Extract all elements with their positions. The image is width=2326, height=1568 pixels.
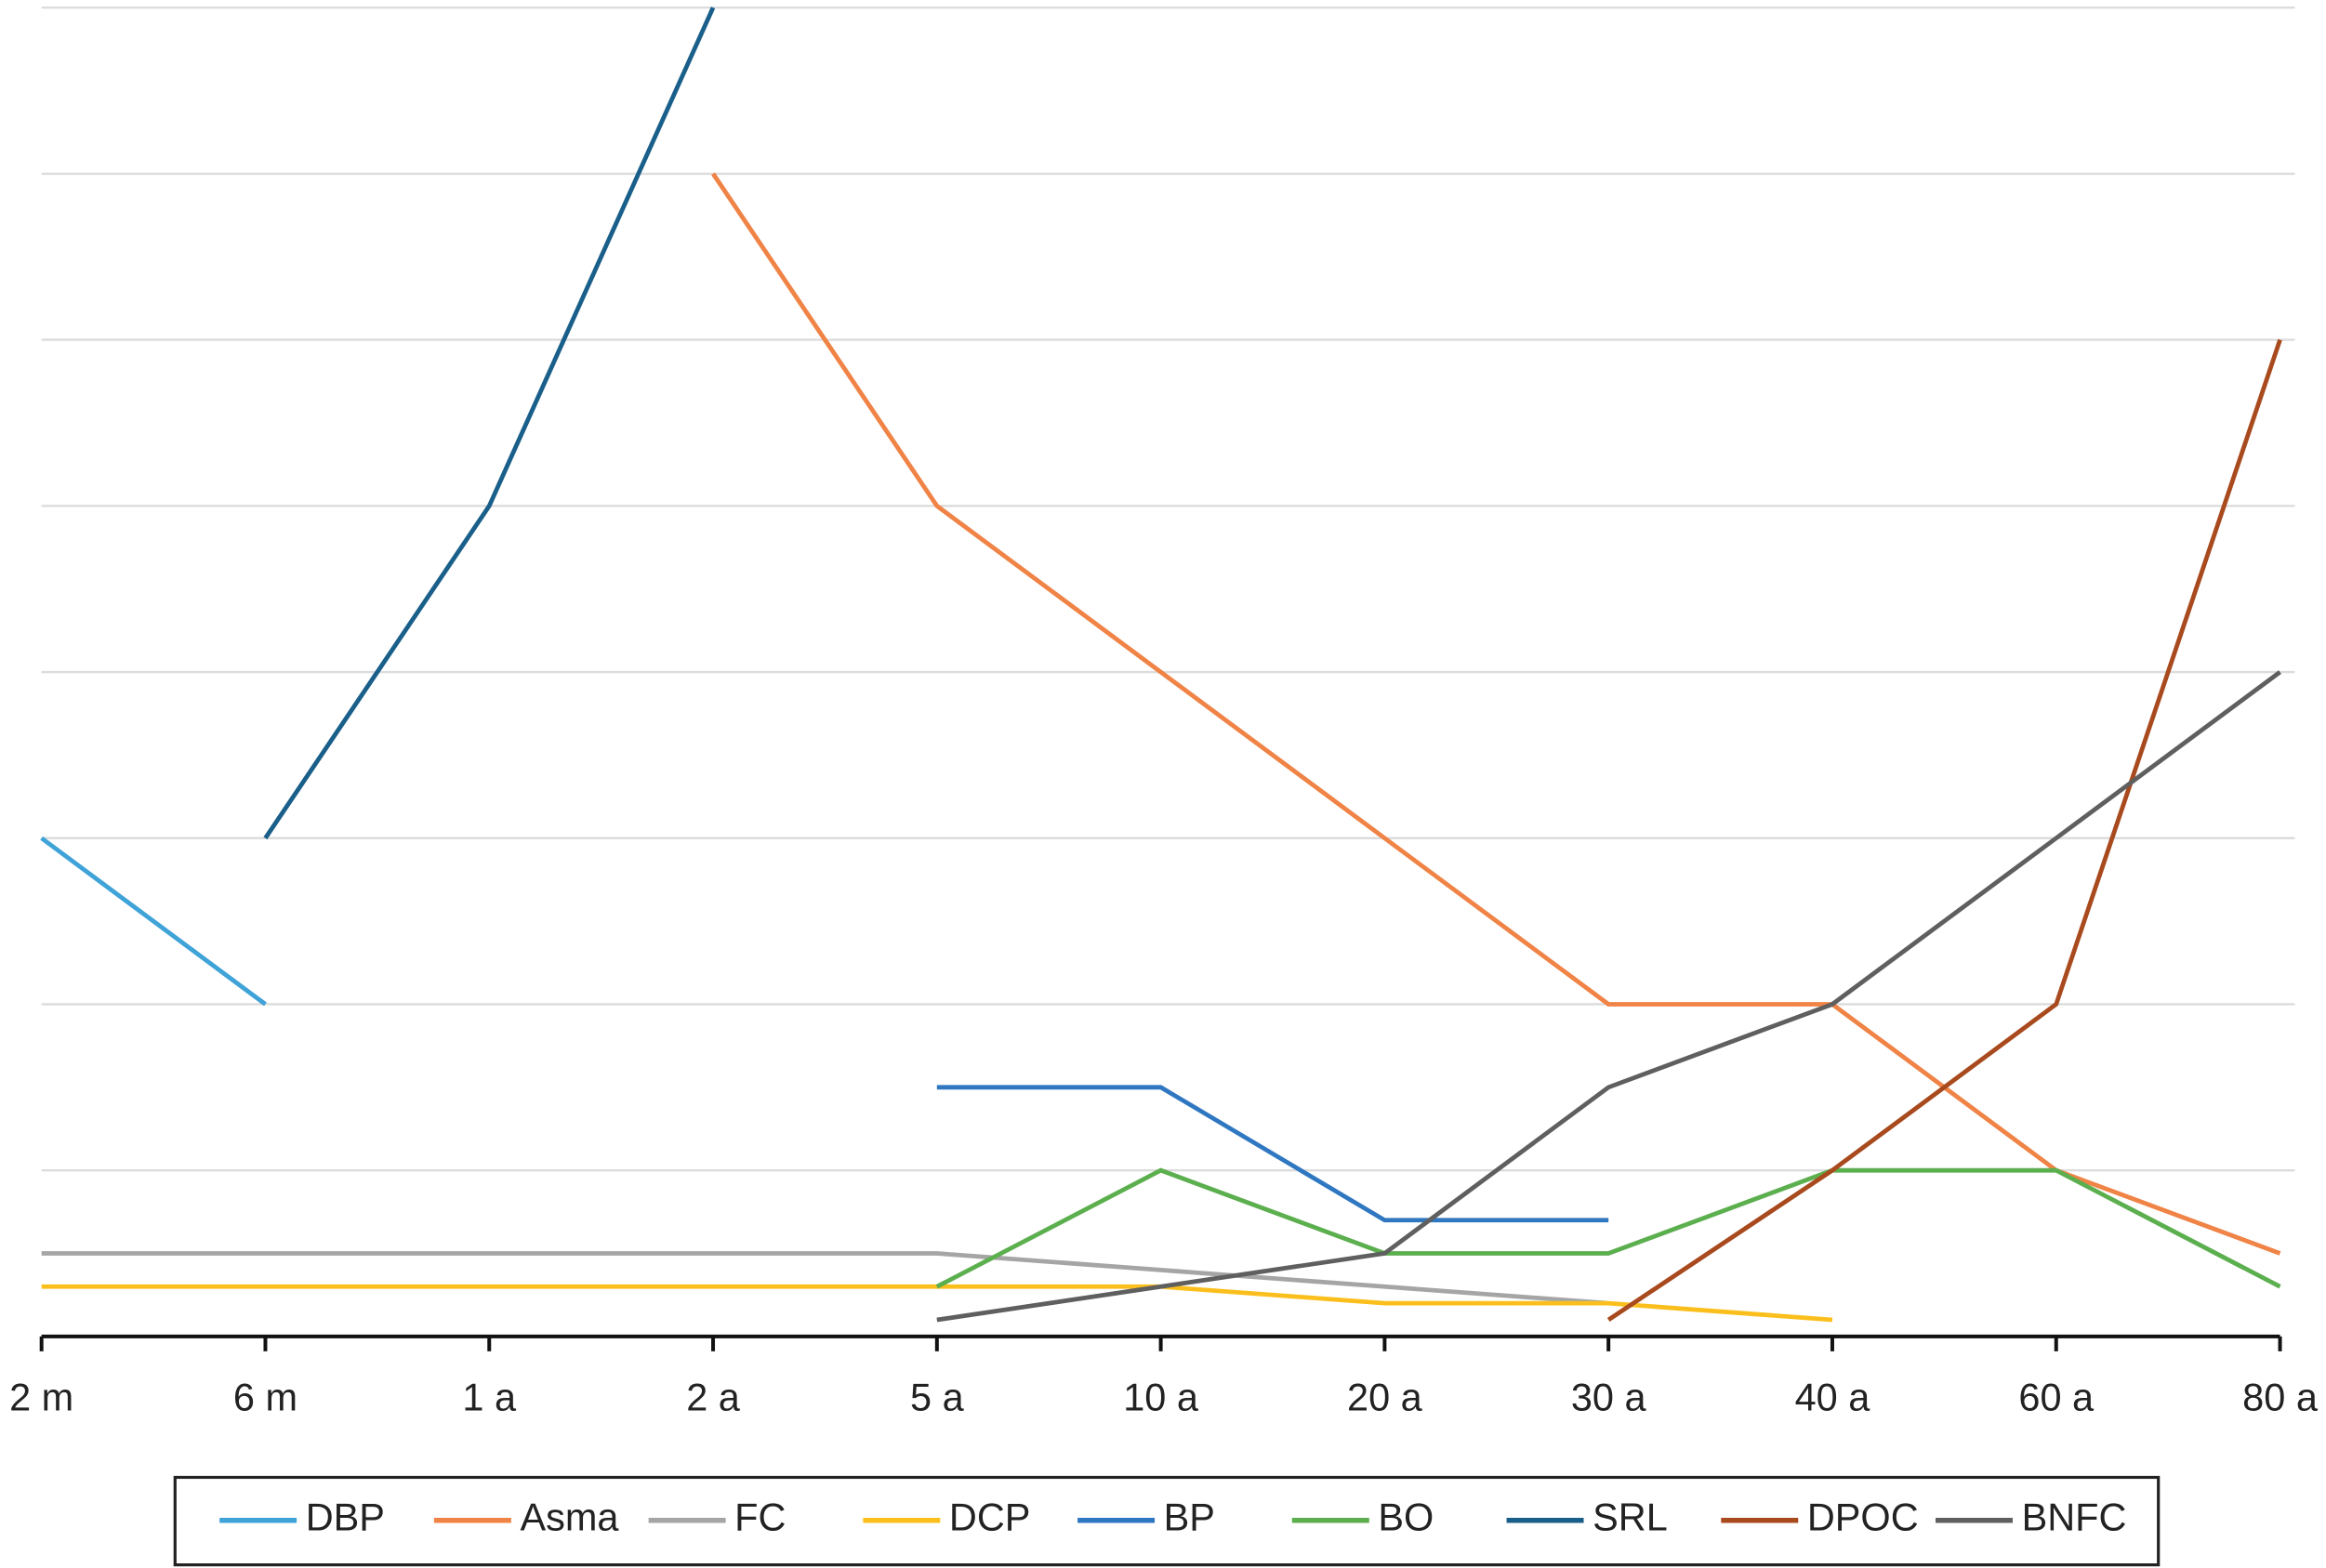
x-tick-label: 40 a bbox=[1795, 1375, 1871, 1418]
series-line bbox=[711, 172, 2281, 1256]
x-tick-label: 80 a bbox=[2242, 1375, 2319, 1418]
x-tick-label: 2 a bbox=[686, 1375, 741, 1418]
series-line bbox=[935, 1167, 2281, 1289]
series-line bbox=[40, 836, 267, 1007]
legend-box bbox=[173, 1475, 2161, 1567]
series-line bbox=[936, 1085, 1609, 1223]
x-tick-label: 1 a bbox=[462, 1375, 517, 1418]
legend-label: BP bbox=[1164, 1496, 1215, 1539]
series-line bbox=[263, 7, 716, 840]
series-line bbox=[41, 1284, 1833, 1323]
legend-label: DPOC bbox=[1807, 1496, 1919, 1539]
legend-label: DBP bbox=[306, 1496, 385, 1539]
legend-label: SRL bbox=[1593, 1496, 1668, 1539]
x-tick-label: 6 m bbox=[233, 1375, 297, 1418]
x-tick-label: 60 a bbox=[2018, 1375, 2095, 1418]
x-tick-label: 30 a bbox=[1571, 1375, 1647, 1418]
x-tick-label: 2 m bbox=[9, 1375, 73, 1418]
series-line bbox=[41, 1251, 1609, 1306]
legend-label: BNFC bbox=[2022, 1496, 2127, 1539]
series-line bbox=[936, 670, 2281, 1323]
legend-label: DCP bbox=[949, 1496, 1031, 1539]
series-line bbox=[1606, 338, 2282, 1323]
x-tick-label: 20 a bbox=[1347, 1375, 1423, 1418]
legend-label: BO bbox=[1378, 1496, 1434, 1539]
legend-label: Asma bbox=[520, 1496, 619, 1539]
x-tick-label: 10 a bbox=[1123, 1375, 1199, 1418]
legend-label: FC bbox=[734, 1496, 786, 1539]
x-tick-label: 5 a bbox=[910, 1375, 965, 1418]
